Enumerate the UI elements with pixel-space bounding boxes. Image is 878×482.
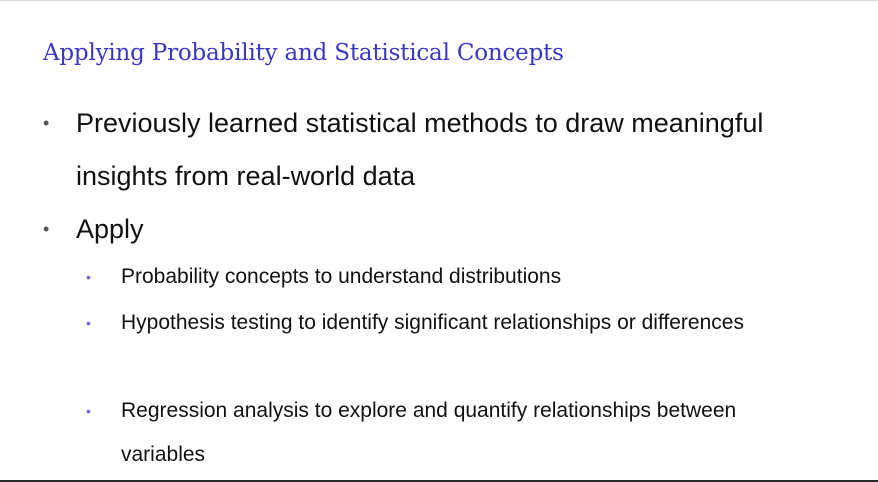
bullet-dot-icon: • <box>43 219 50 239</box>
slide-title: Applying Probability and Statistical Con… <box>43 40 564 66</box>
sub-bullet-text: Regression analysis to explore and quant… <box>121 399 737 466</box>
sub-bullet-dot-icon: • <box>86 403 91 419</box>
bullet-text: Previously learned statistical methods t… <box>76 108 764 191</box>
sub-bullet-dot-icon: • <box>86 269 91 285</box>
sub-bullet-dot-icon: • <box>86 315 91 331</box>
sub-bullet-text: Probability concepts to understand distr… <box>121 265 562 288</box>
sub-bullet-text: Hypothesis testing to identify significa… <box>121 311 744 334</box>
bullet-dot-icon: • <box>43 113 50 133</box>
bullet-text: Apply <box>76 214 144 244</box>
